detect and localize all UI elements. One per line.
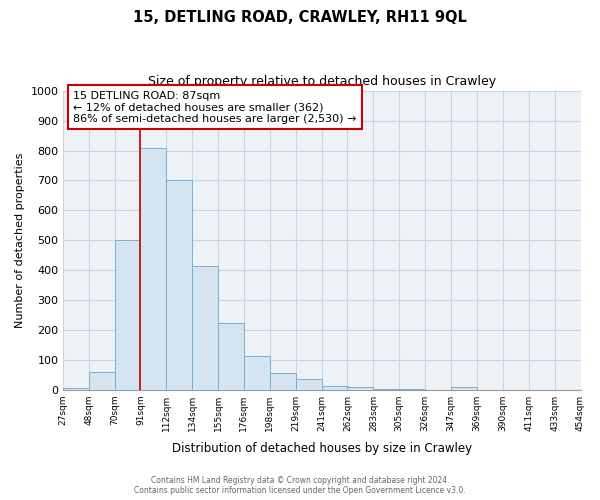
Bar — [63, 388, 89, 390]
Bar — [270, 374, 296, 390]
Bar — [322, 386, 347, 390]
Bar — [166, 180, 192, 390]
Bar — [296, 380, 322, 390]
Text: 15 DETLING ROAD: 87sqm
← 12% of detached houses are smaller (362)
86% of semi-de: 15 DETLING ROAD: 87sqm ← 12% of detached… — [73, 90, 356, 124]
Bar — [373, 389, 399, 390]
Y-axis label: Number of detached properties: Number of detached properties — [15, 153, 25, 328]
Title: Size of property relative to detached houses in Crawley: Size of property relative to detached ho… — [148, 75, 496, 88]
Bar — [192, 266, 218, 390]
Text: 15, DETLING ROAD, CRAWLEY, RH11 9QL: 15, DETLING ROAD, CRAWLEY, RH11 9QL — [133, 10, 467, 25]
Bar — [218, 323, 244, 390]
X-axis label: Distribution of detached houses by size in Crawley: Distribution of detached houses by size … — [172, 442, 472, 455]
Text: Contains HM Land Registry data © Crown copyright and database right 2024.
Contai: Contains HM Land Registry data © Crown c… — [134, 476, 466, 495]
Bar — [347, 388, 373, 390]
Bar — [89, 372, 115, 390]
Bar — [244, 356, 270, 390]
Bar — [115, 240, 140, 390]
Bar — [140, 148, 166, 390]
Bar — [451, 388, 477, 390]
